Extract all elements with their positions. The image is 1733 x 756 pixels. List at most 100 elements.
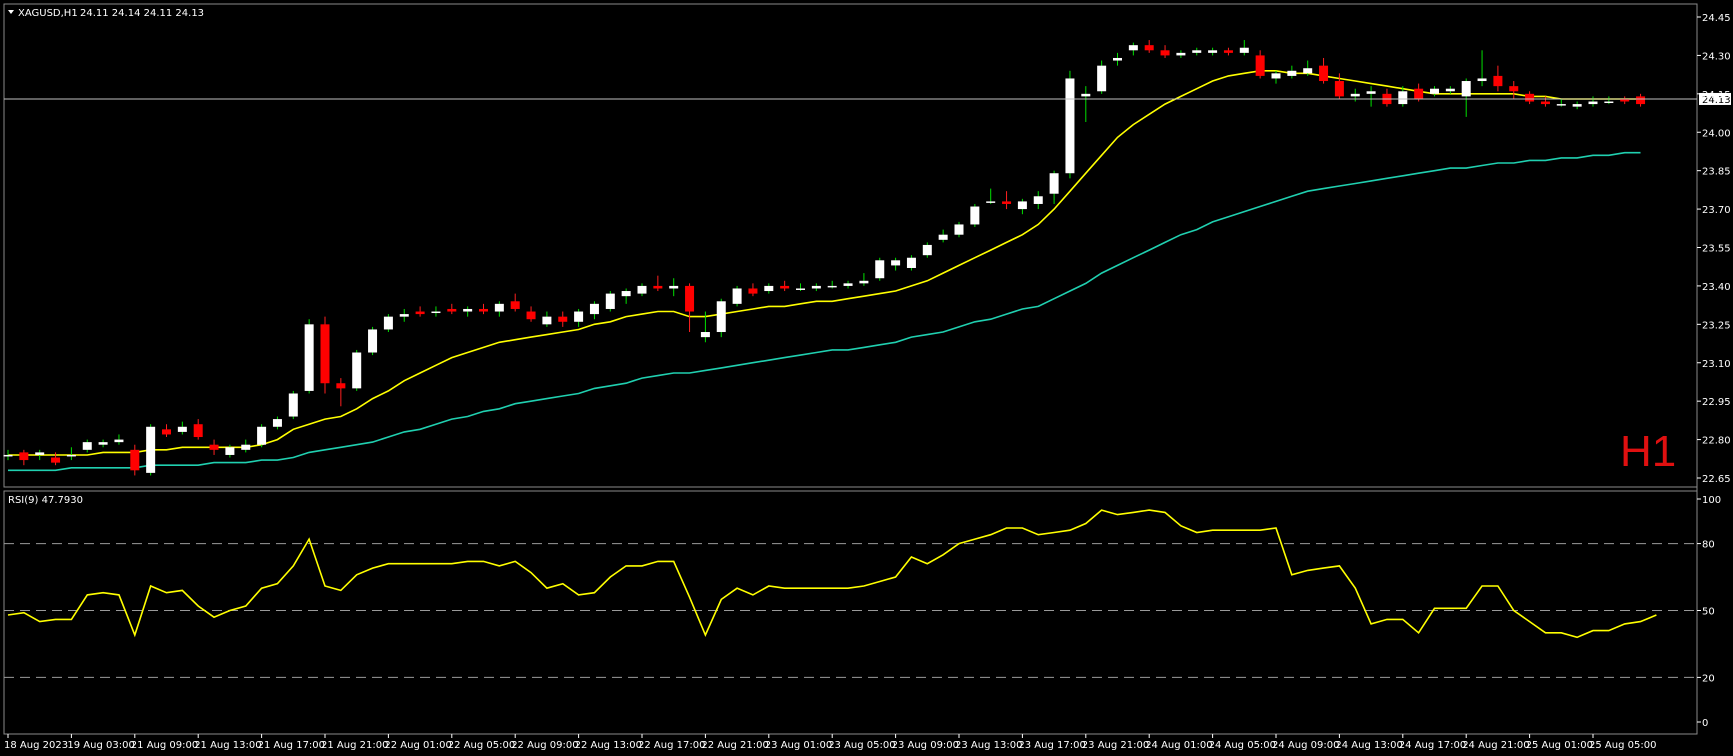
candle-body [431, 311, 441, 314]
candle [1461, 78, 1471, 117]
price-tick-label: 23.10 [1702, 359, 1731, 370]
candle [986, 188, 996, 204]
candle-body [1176, 52, 1186, 56]
ma-fast-layer [8, 70, 1641, 456]
candle [1319, 57, 1329, 84]
time-tick-label: 23 Aug 05:00 [828, 740, 895, 751]
candle-body [986, 201, 996, 203]
time-tick-label: 24 Aug 21:00 [1462, 740, 1529, 751]
time-tick-label: 25 Aug 01:00 [1526, 740, 1593, 751]
candle [35, 449, 45, 461]
candle-body [1477, 78, 1487, 82]
price-tick-label: 24.30 [1702, 51, 1731, 62]
candle-body [288, 393, 298, 417]
candle-body [954, 224, 964, 235]
candle-body [1017, 201, 1027, 210]
candle [193, 419, 203, 440]
candle [1128, 42, 1138, 56]
candle [574, 308, 584, 327]
candle [526, 306, 536, 322]
candle [1176, 50, 1186, 58]
time-tick-label: 24 Aug 13:00 [1335, 740, 1402, 751]
candle-body [257, 426, 267, 445]
candle [1271, 70, 1281, 84]
candle-body [352, 352, 362, 389]
price-tick-label: 23.85 [1702, 167, 1731, 178]
candle-body [1223, 50, 1233, 53]
rsi-label: RSI(9) 47.7930 [8, 495, 83, 506]
candle-body [1350, 93, 1360, 97]
time-tick-label: 21 Aug 13:00 [194, 740, 261, 751]
time-tick-label: 25 Aug 05:00 [1589, 740, 1656, 751]
candle [320, 316, 330, 394]
candle [669, 278, 679, 297]
price-tick-label: 24.00 [1702, 128, 1731, 139]
rsi-tick-label: 100 [1702, 495, 1721, 506]
candle [1113, 52, 1122, 66]
candle-body [1398, 91, 1408, 105]
candle-body [494, 303, 504, 312]
candle-body [320, 324, 330, 384]
time-tick-label: 23 Aug 21:00 [1082, 740, 1149, 751]
candle [1620, 96, 1630, 105]
rsi-tick-label: 0 [1702, 718, 1708, 729]
candle-body [1319, 65, 1329, 82]
time-tick-label: 22 Aug 13:00 [575, 740, 642, 751]
price-axis-ticks: 24.45 24.30 24.15 24.00 23.85 23.70 23.55 23.40… [1697, 13, 1731, 485]
candle [510, 293, 520, 312]
candle [748, 283, 758, 297]
candle-body [1366, 91, 1376, 94]
candle-body [1192, 50, 1202, 53]
candle [241, 439, 251, 453]
time-tick-label: 18 Aug 2023 [4, 740, 68, 751]
time-tick-label: 24 Aug 17:00 [1399, 740, 1466, 751]
candle [621, 288, 631, 304]
candle [1430, 86, 1439, 97]
time-tick-label: 24 Aug 05:00 [1209, 740, 1276, 751]
candle [304, 319, 314, 394]
candle-body [1239, 47, 1249, 53]
candle [336, 378, 346, 407]
rsi-level-lines [4, 543, 1697, 678]
candle-body [66, 454, 76, 457]
candle [1081, 86, 1091, 123]
candle-body [716, 301, 726, 333]
candle-body [177, 426, 187, 432]
ma-slow-line [8, 151, 1641, 472]
candle [114, 434, 124, 445]
candle [1366, 86, 1376, 107]
time-tick-label: 23 Aug 01:00 [765, 740, 832, 751]
candle-body [1287, 70, 1297, 76]
candle-body [796, 288, 805, 290]
candle [1572, 101, 1582, 110]
candle [1223, 47, 1233, 56]
price-tick-label: 23.40 [1702, 282, 1731, 293]
candle [368, 326, 378, 356]
candle [1604, 96, 1614, 105]
candle [1303, 60, 1313, 76]
candle [1049, 170, 1059, 204]
candle-body [685, 285, 695, 312]
time-tick-label: 23 Aug 17:00 [1018, 740, 1085, 751]
candle [1509, 81, 1519, 99]
time-tick-label: 23 Aug 09:00 [892, 740, 959, 751]
candle-body [1509, 86, 1519, 92]
time-tick-label: 21 Aug 09:00 [131, 740, 198, 751]
candle-body [415, 311, 425, 315]
candle-body [130, 449, 140, 471]
menu-triangle-icon[interactable] [8, 10, 14, 14]
time-tick-label: 22 Aug 21:00 [701, 740, 768, 751]
price-tick-label: 22.95 [1702, 397, 1731, 408]
candle-body [1081, 93, 1091, 97]
candle [764, 283, 774, 294]
candle-body [906, 257, 916, 268]
candle-body [35, 452, 45, 455]
price-tick-label: 24.15 [1702, 90, 1731, 101]
price-tick-label: 24.45 [1702, 13, 1731, 24]
candle-body [1525, 93, 1535, 102]
candle-body [1033, 196, 1043, 204]
candle [1334, 73, 1344, 99]
candle-body [780, 285, 790, 289]
candle-body [272, 419, 282, 427]
